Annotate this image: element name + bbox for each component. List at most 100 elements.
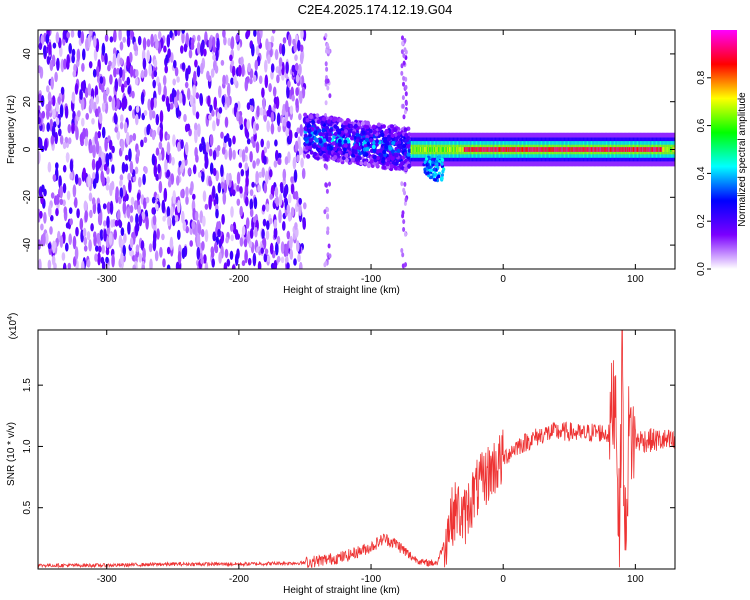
noise-cell (67, 262, 72, 269)
band-cell (382, 149, 387, 155)
band-cell (343, 143, 348, 148)
noise-cell (95, 65, 100, 78)
noise-cell (189, 94, 194, 107)
carrier-core (482, 147, 484, 152)
carrier-core (483, 147, 485, 152)
carrier-core (616, 147, 619, 152)
noise-cell (159, 128, 163, 142)
noise-cell (195, 154, 199, 163)
carrier-core (539, 147, 541, 152)
band-cell (407, 163, 412, 169)
noise-cell (124, 163, 129, 173)
carrier-core (556, 147, 558, 152)
band-cell (363, 161, 368, 166)
band-cell (394, 136, 399, 142)
noise-cell (65, 242, 69, 252)
carrier-core (610, 147, 612, 152)
noise-cell (177, 110, 182, 117)
carrier-core (447, 147, 449, 152)
noise-cell (85, 37, 89, 51)
noise-cell (277, 152, 282, 160)
noise-cell (74, 173, 79, 185)
noise-cell (181, 210, 185, 224)
noise-cell (293, 169, 298, 183)
noise-cell (183, 113, 187, 123)
noise-cell (81, 62, 85, 72)
carrier-core (656, 147, 658, 152)
noise-cell (103, 163, 108, 171)
noise-cell (74, 197, 78, 209)
noise-cell (275, 149, 279, 162)
noise-cell (260, 138, 265, 148)
noise-cell (294, 131, 299, 139)
carrier-core (516, 147, 518, 152)
carrier-core (536, 147, 538, 152)
noise-cell (220, 181, 225, 189)
noise-cell (89, 144, 94, 154)
noise-cell (247, 230, 251, 244)
carrier-core (537, 147, 539, 152)
carrier-core (425, 147, 427, 152)
noise-cell (47, 242, 52, 250)
noise-cell (63, 58, 67, 70)
noise-cell (230, 59, 235, 66)
noise-cell (47, 161, 52, 173)
carrier-core (547, 147, 550, 152)
noise-cell (252, 216, 257, 223)
noise-cell (188, 49, 193, 59)
band-cell (312, 144, 317, 149)
noise-cell (257, 261, 262, 269)
noise-cell (101, 42, 106, 56)
noise-cell (92, 144, 96, 159)
carrier-core (492, 147, 494, 152)
carrier-core (639, 147, 641, 152)
carrier-core (497, 147, 499, 152)
carrier-core (642, 147, 644, 152)
carrier-core (531, 147, 533, 152)
noise-cell (172, 190, 176, 204)
carrier-core (624, 147, 626, 152)
band-cell (365, 147, 370, 152)
carrier-core (543, 147, 546, 152)
carrier-core (428, 147, 430, 152)
band-cell (353, 143, 358, 148)
band-cell (372, 148, 377, 153)
carrier-core (659, 147, 661, 152)
carrier-core (636, 147, 638, 152)
band-cell (390, 124, 394, 129)
noise-cell (112, 218, 116, 228)
noise-cell (104, 34, 109, 42)
noise-cell (299, 261, 303, 269)
noise-cell (218, 85, 222, 99)
noise-cell (288, 129, 293, 141)
carrier-core (566, 147, 569, 152)
band-cell (350, 136, 354, 141)
noise-cell (404, 262, 407, 268)
noise-cell (251, 181, 255, 188)
carrier-core (603, 147, 605, 152)
noise-cell (115, 186, 119, 200)
noise-cell (228, 137, 232, 148)
band-cell (400, 161, 405, 166)
band-cell (311, 119, 315, 125)
x-tick-label: 0 (500, 574, 506, 585)
noise-cell (97, 203, 101, 215)
noise-cell (133, 41, 137, 52)
noise-cell (402, 114, 406, 120)
carrier-core (508, 147, 510, 152)
noise-cell (220, 59, 225, 66)
noise-cell (113, 229, 117, 241)
band-cell (344, 158, 349, 163)
noise-cell (55, 208, 59, 217)
carrier-core (464, 147, 466, 152)
noise-cell (187, 167, 192, 176)
noise-cell (240, 56, 244, 66)
noise-cell (327, 243, 331, 249)
spectrogram-cells (38, 30, 675, 269)
noise-cell (62, 262, 67, 269)
noise-cell (116, 97, 120, 110)
noise-cell (57, 96, 61, 105)
noise-cell (116, 67, 120, 75)
noise-cell (185, 186, 189, 197)
